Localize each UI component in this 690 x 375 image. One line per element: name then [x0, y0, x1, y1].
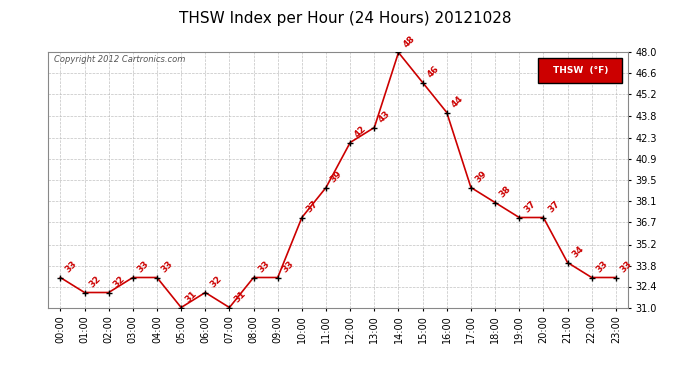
- Text: 42: 42: [353, 124, 368, 140]
- FancyBboxPatch shape: [538, 58, 622, 83]
- Text: 33: 33: [595, 260, 610, 275]
- Text: THSW Index per Hour (24 Hours) 20121028: THSW Index per Hour (24 Hours) 20121028: [179, 11, 511, 26]
- Text: Copyright 2012 Cartronics.com: Copyright 2012 Cartronics.com: [54, 55, 186, 64]
- Text: 31: 31: [233, 290, 248, 305]
- Text: 32: 32: [112, 274, 127, 290]
- Text: 39: 39: [474, 170, 489, 185]
- Text: 43: 43: [377, 110, 393, 125]
- Text: THSW  (°F): THSW (°F): [553, 66, 608, 75]
- Text: 32: 32: [88, 274, 103, 290]
- Text: 33: 33: [136, 260, 151, 275]
- Text: 48: 48: [402, 34, 417, 50]
- Text: 33: 33: [281, 260, 296, 275]
- Text: 33: 33: [619, 260, 634, 275]
- Text: 37: 37: [305, 200, 320, 215]
- Text: 37: 37: [546, 200, 562, 215]
- Text: 34: 34: [571, 244, 586, 260]
- Text: 31: 31: [184, 290, 199, 305]
- Text: 38: 38: [498, 184, 513, 200]
- Text: 37: 37: [522, 200, 538, 215]
- Text: 44: 44: [450, 94, 465, 110]
- Text: 33: 33: [257, 260, 272, 275]
- Text: 46: 46: [426, 64, 441, 80]
- Text: 39: 39: [329, 170, 344, 185]
- Text: 33: 33: [63, 260, 79, 275]
- Text: 32: 32: [208, 274, 224, 290]
- Text: 33: 33: [160, 260, 175, 275]
